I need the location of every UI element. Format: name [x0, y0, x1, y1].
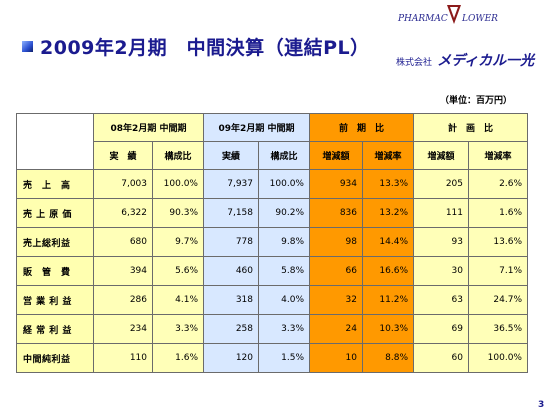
table-row: 営 業 利 益 286 4.1% 318 4.0% 32 11.2% 63 24… — [16, 285, 528, 315]
subheader: 増減率 — [468, 141, 528, 170]
table-cell: 16.6% — [362, 256, 414, 286]
table-cell: 63 — [413, 285, 469, 315]
table-cell: 36.5% — [468, 314, 528, 344]
table-subheader-row: 実 績 構成比 実績 構成比 増減額 増減率 増減額 増減率 — [17, 141, 528, 170]
subheader: 構成比 — [258, 141, 310, 170]
table-cell: 7,937 — [203, 169, 259, 199]
table-cell: 934 — [309, 169, 363, 199]
table-cell: 98 — [309, 227, 363, 257]
table-cell: 13.2% — [362, 198, 414, 228]
table-corner — [16, 113, 94, 170]
table-cell: 286 — [93, 285, 153, 315]
row-label: 中間純利益 — [16, 343, 94, 373]
table-cell: 9.7% — [152, 227, 204, 257]
company-logo: PHARMAC LOWER — [398, 4, 548, 76]
table-cell: 234 — [93, 314, 153, 344]
group-header-vs-plan: 計 画 比 — [413, 113, 528, 142]
row-label: 売 上 原 価 — [16, 198, 94, 228]
flower-logo-icon — [447, 5, 461, 24]
table-cell: 24.7% — [468, 285, 528, 315]
table-cell: 13.3% — [362, 169, 414, 199]
pl-table: 08年2月期 中間期 09年2月期 中間期 前 期 比 計 画 比 実 績 構成… — [16, 113, 528, 373]
table-row: 販 管 費 394 5.6% 460 5.8% 66 16.6% 30 7.1% — [16, 256, 528, 286]
table-cell: 14.4% — [362, 227, 414, 257]
group-header-yoy: 前 期 比 — [309, 113, 414, 142]
table-cell: 100.0% — [152, 169, 204, 199]
table-cell: 60 — [413, 343, 469, 373]
table-row: 売 上 高 7,003 100.0% 7,937 100.0% 934 13.3… — [16, 169, 528, 199]
table-cell: 32 — [309, 285, 363, 315]
group-header-prev-period: 08年2月期 中間期 — [93, 113, 204, 142]
table-cell: 100.0% — [258, 169, 310, 199]
table-row: 売上総利益 680 9.7% 778 9.8% 98 14.4% 93 13.6… — [16, 227, 528, 257]
table-cell: 6,322 — [93, 198, 153, 228]
table-cell: 4.0% — [258, 285, 310, 315]
table-cell: 1.6% — [468, 198, 528, 228]
table-cell: 93 — [413, 227, 469, 257]
table-cell: 24 — [309, 314, 363, 344]
table-cell: 100.0% — [468, 343, 528, 373]
table-cell: 1.5% — [258, 343, 310, 373]
table-cell: 8.8% — [362, 343, 414, 373]
subheader: 構成比 — [152, 141, 204, 170]
table-cell: 460 — [203, 256, 259, 286]
row-label: 売上総利益 — [16, 227, 94, 257]
table-cell: 3.3% — [152, 314, 204, 344]
table-cell: 7,158 — [203, 198, 259, 228]
company-name-text: メディカル一光 — [437, 53, 535, 69]
row-label: 販 管 費 — [16, 256, 94, 286]
table-cell: 90.3% — [152, 198, 204, 228]
table-cell: 7.1% — [468, 256, 528, 286]
table-cell: 258 — [203, 314, 259, 344]
table-cell: 9.8% — [258, 227, 310, 257]
row-label: 経 常 利 益 — [16, 314, 94, 344]
table-cell: 90.2% — [258, 198, 310, 228]
table-cell: 7,003 — [93, 169, 153, 199]
table-cell: 66 — [309, 256, 363, 286]
table-cell: 1.6% — [152, 343, 204, 373]
page-number: 3 — [538, 400, 545, 410]
subheader: 実績 — [203, 141, 259, 170]
title-bullet-icon — [22, 41, 33, 52]
table-cell: 680 — [93, 227, 153, 257]
table-cell: 69 — [413, 314, 469, 344]
table-row: 経 常 利 益 234 3.3% 258 3.3% 24 10.3% 69 36… — [16, 314, 528, 344]
row-label: 売 上 高 — [16, 169, 94, 199]
subheader: 増減率 — [362, 141, 414, 170]
page-title: 2009年2月期 中間決算（連結PL） — [40, 37, 370, 59]
table-cell: 2.6% — [468, 169, 528, 199]
table-cell: 5.8% — [258, 256, 310, 286]
table-cell: 4.1% — [152, 285, 204, 315]
table-cell: 111 — [413, 198, 469, 228]
table-cell: 5.6% — [152, 256, 204, 286]
group-header-current-period: 09年2月期 中間期 — [203, 113, 310, 142]
table-cell: 110 — [93, 343, 153, 373]
table-cell: 394 — [93, 256, 153, 286]
logo-word-pharmac: PHARMAC — [398, 14, 448, 24]
unit-label: （単位：百万円） — [440, 96, 513, 106]
subheader: 増減額 — [413, 141, 469, 170]
table-cell: 30 — [413, 256, 469, 286]
table-row: 売 上 原 価 6,322 90.3% 7,158 90.2% 836 13.2… — [16, 198, 528, 228]
table-cell: 120 — [203, 343, 259, 373]
row-label: 営 業 利 益 — [16, 285, 94, 315]
subheader: 実 績 — [93, 141, 153, 170]
table-cell: 778 — [203, 227, 259, 257]
table-cell: 10.3% — [362, 314, 414, 344]
table-cell: 10 — [309, 343, 363, 373]
company-name: 株式会社 メディカル一光 — [396, 50, 534, 70]
table-cell: 836 — [309, 198, 363, 228]
table-cell: 11.2% — [362, 285, 414, 315]
company-prefix: 株式会社 — [396, 58, 433, 68]
table-cell: 3.3% — [258, 314, 310, 344]
table-row: 中間純利益 110 1.6% 120 1.5% 10 8.8% 60 100.0… — [16, 343, 528, 373]
logo-word-lower: LOWER — [462, 14, 498, 24]
table-group-header-row: 08年2月期 中間期 09年2月期 中間期 前 期 比 計 画 比 — [16, 113, 528, 170]
table-cell: 205 — [413, 169, 469, 199]
subheader: 増減額 — [309, 141, 363, 170]
table-cell: 318 — [203, 285, 259, 315]
table-cell: 13.6% — [468, 227, 528, 257]
